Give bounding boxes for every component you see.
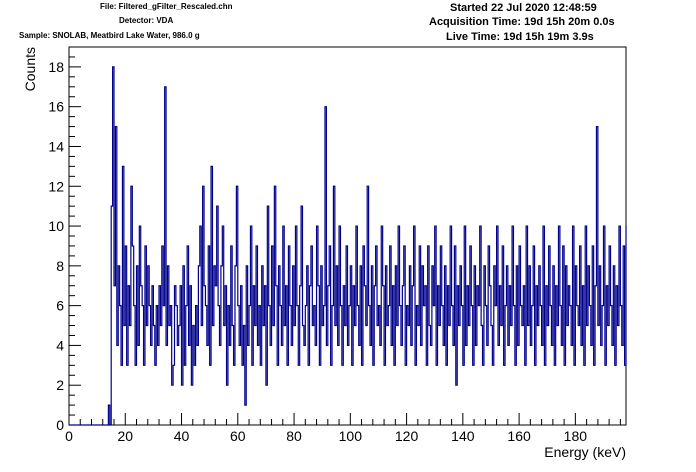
x-tick-label: 0 — [65, 428, 73, 444]
y-tick-label: 0 — [56, 417, 64, 433]
y-tick-label: 18 — [48, 59, 64, 75]
y-tick-label: 2 — [56, 377, 64, 393]
x-tick-label: 20 — [117, 428, 133, 444]
y-tick-label: 12 — [48, 178, 64, 194]
x-axis-label: Energy (keV) — [544, 444, 626, 460]
live-time-label: Live Time: 19d 15h 19m 3.9s — [446, 31, 594, 43]
axis-ticks: 0 20 40 60 80 100 120 140 160 180 0 2 4 6 8 10 12 14 16 18 — [48, 46, 621, 444]
x-tick-label: 80 — [286, 428, 302, 444]
sample-label: Sample: SNOLAB, Meatbird Lake Water, 986… — [19, 31, 200, 40]
x-tick-label: 160 — [507, 428, 531, 444]
x-tick-label: 140 — [451, 428, 475, 444]
y-tick-label: 16 — [48, 99, 64, 115]
y-tick-label: 10 — [48, 218, 64, 234]
y-tick-label: 14 — [48, 138, 64, 154]
y-tick-label: 6 — [56, 298, 64, 314]
x-tick-label: 60 — [230, 428, 246, 444]
x-tick-label: 40 — [174, 428, 190, 444]
y-tick-label: 4 — [56, 337, 64, 353]
series-line — [69, 66, 627, 426]
x-tick-label: 120 — [395, 428, 419, 444]
acquisition-time-label: Acquisition Time: 19d 15h 20m 0.0s — [429, 16, 615, 28]
started-label: Started 22 Jul 2020 12:48:59 — [450, 2, 597, 14]
y-axis-label: Counts — [22, 47, 38, 91]
detector-label: Detector: VDA — [119, 16, 174, 25]
x-tick-label: 180 — [564, 428, 588, 444]
y-tick-label: 8 — [56, 258, 64, 274]
file-label: File: Filtered_gFilter_Rescaled.chn — [100, 2, 233, 11]
x-tick-label: 100 — [339, 428, 363, 444]
